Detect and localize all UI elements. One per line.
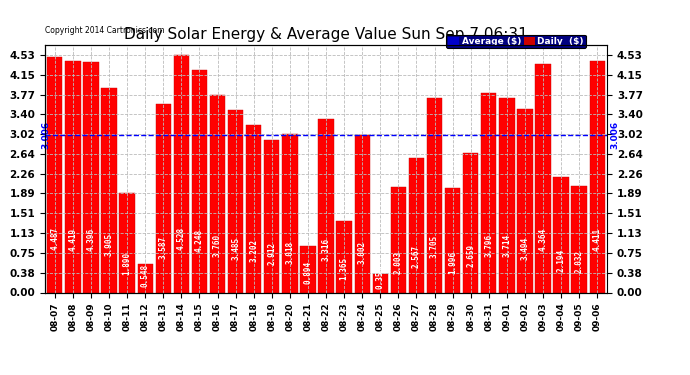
Bar bbox=[264, 140, 279, 292]
Bar bbox=[535, 64, 551, 292]
Bar bbox=[300, 246, 315, 292]
Bar bbox=[445, 188, 460, 292]
Bar bbox=[318, 118, 334, 292]
Text: 2.567: 2.567 bbox=[412, 245, 421, 268]
Bar bbox=[589, 61, 605, 292]
Text: 3.006: 3.006 bbox=[41, 121, 50, 149]
Bar bbox=[373, 274, 388, 292]
Text: 1.365: 1.365 bbox=[339, 256, 348, 280]
Bar bbox=[119, 194, 135, 292]
Text: Copyright 2014 Cartronics.com: Copyright 2014 Cartronics.com bbox=[45, 26, 164, 35]
Bar bbox=[518, 109, 533, 292]
Bar bbox=[156, 104, 171, 292]
Text: 1.890: 1.890 bbox=[123, 252, 132, 274]
Text: 4.396: 4.396 bbox=[86, 228, 95, 251]
Text: 3.587: 3.587 bbox=[159, 236, 168, 259]
Text: 3.796: 3.796 bbox=[484, 234, 493, 256]
Text: 0.894: 0.894 bbox=[304, 261, 313, 284]
Bar bbox=[282, 134, 297, 292]
Bar bbox=[463, 153, 478, 292]
Text: 3.705: 3.705 bbox=[430, 234, 439, 258]
Text: 3.202: 3.202 bbox=[249, 239, 258, 262]
Text: 4.248: 4.248 bbox=[195, 229, 204, 252]
Text: 4.487: 4.487 bbox=[50, 227, 59, 250]
Bar bbox=[65, 61, 81, 292]
Bar bbox=[83, 62, 99, 292]
Title: Daily Solar Energy & Average Value Sun Sep 7 06:31: Daily Solar Energy & Average Value Sun S… bbox=[124, 27, 528, 42]
Text: 3.905: 3.905 bbox=[105, 232, 114, 256]
Bar bbox=[481, 93, 496, 292]
Text: 3.002: 3.002 bbox=[357, 241, 366, 264]
Bar bbox=[210, 95, 225, 292]
Bar bbox=[192, 70, 207, 292]
Bar bbox=[337, 221, 352, 292]
Text: 3.485: 3.485 bbox=[231, 237, 240, 260]
Bar bbox=[391, 188, 406, 292]
Bar bbox=[228, 110, 244, 292]
Text: 3.018: 3.018 bbox=[286, 241, 295, 264]
Text: 4.528: 4.528 bbox=[177, 226, 186, 250]
Text: 2.912: 2.912 bbox=[267, 242, 276, 265]
Bar bbox=[553, 177, 569, 292]
Bar bbox=[174, 55, 189, 292]
Text: 4.364: 4.364 bbox=[538, 228, 547, 251]
Bar bbox=[571, 186, 587, 292]
Bar bbox=[246, 124, 262, 292]
Bar bbox=[408, 158, 424, 292]
Text: 0.354: 0.354 bbox=[376, 266, 385, 289]
Text: 3.316: 3.316 bbox=[322, 238, 331, 261]
Text: 2.194: 2.194 bbox=[557, 249, 566, 272]
Bar bbox=[101, 88, 117, 292]
Text: 2.659: 2.659 bbox=[466, 244, 475, 267]
Bar bbox=[499, 98, 515, 292]
Text: 2.003: 2.003 bbox=[394, 251, 403, 274]
Text: 4.419: 4.419 bbox=[68, 228, 77, 251]
Text: 3.494: 3.494 bbox=[520, 236, 529, 260]
Text: 2.032: 2.032 bbox=[575, 250, 584, 273]
Text: 0.548: 0.548 bbox=[141, 264, 150, 287]
Text: 3.760: 3.760 bbox=[213, 234, 222, 257]
Text: 4.411: 4.411 bbox=[593, 228, 602, 251]
Legend: Average ($), Daily  ($): Average ($), Daily ($) bbox=[446, 34, 586, 48]
Bar bbox=[355, 135, 370, 292]
Bar bbox=[47, 57, 63, 292]
Bar bbox=[137, 264, 153, 292]
Text: 3.006: 3.006 bbox=[610, 121, 619, 149]
Bar bbox=[427, 98, 442, 292]
Text: 1.996: 1.996 bbox=[448, 251, 457, 274]
Text: 3.714: 3.714 bbox=[502, 234, 511, 258]
